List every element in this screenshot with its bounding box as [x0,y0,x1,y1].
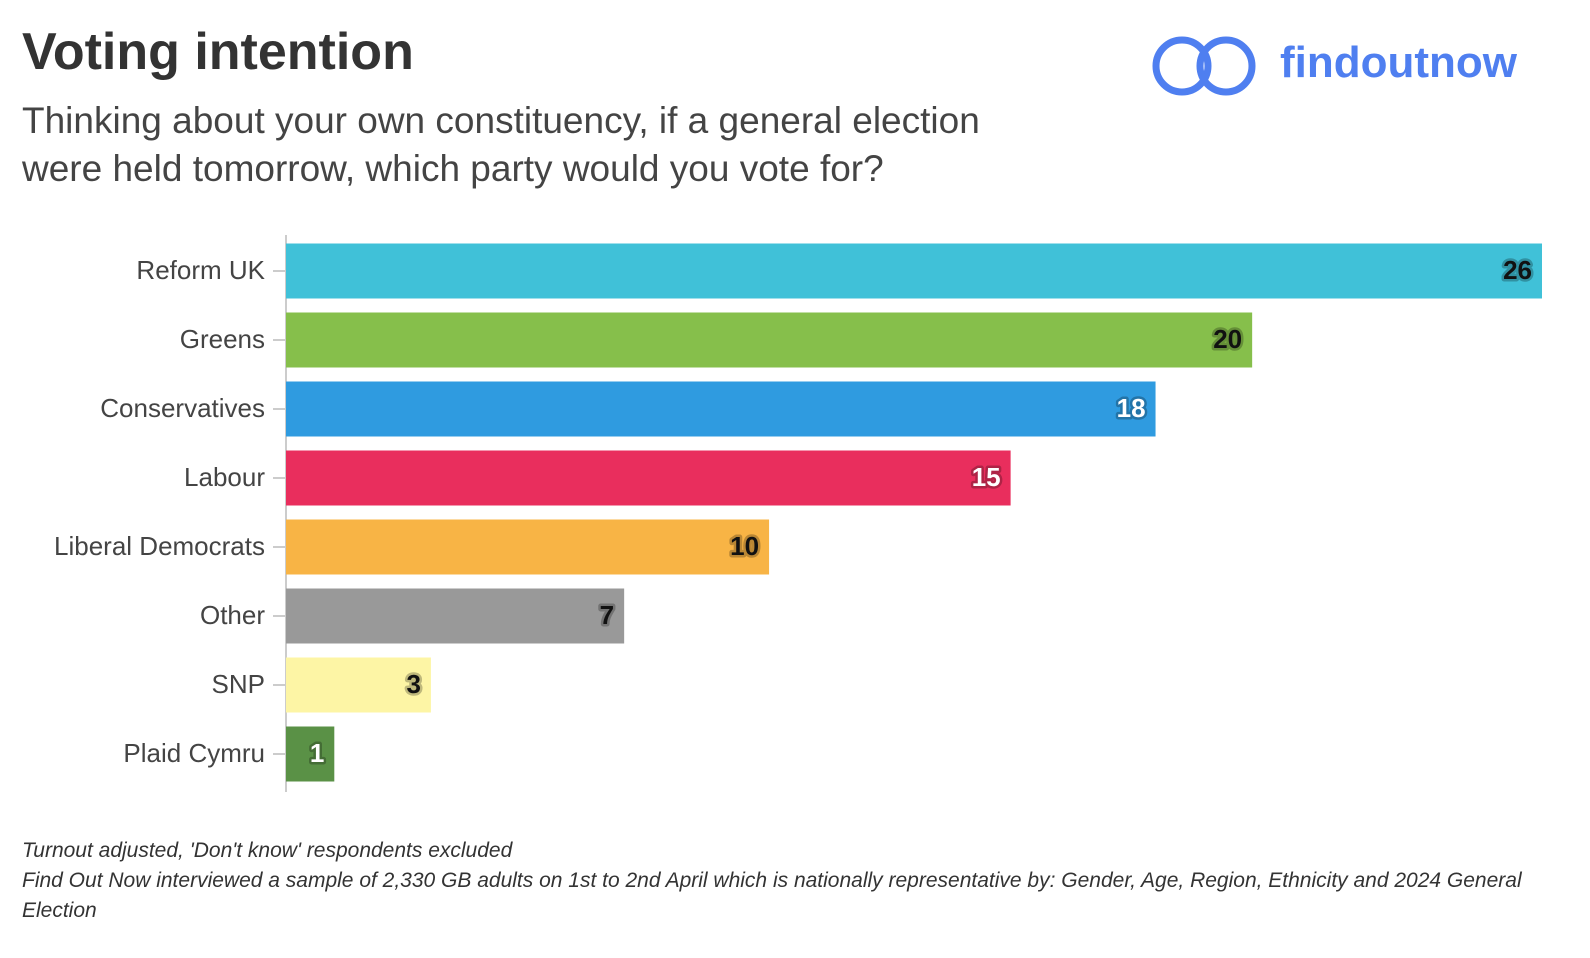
bar [286,450,1011,506]
bar [286,519,770,575]
category-label: Other [200,600,265,630]
subtitle-line: were held tomorrow, which party would yo… [22,148,884,189]
bar [286,381,1156,437]
value-label: 26 [1503,255,1532,285]
value-label: 7 [600,600,614,630]
value-label: 3 [406,669,420,699]
chart-title: Voting intention [22,23,414,81]
category-label: Plaid Cymru [123,738,265,768]
value-label: 18 [1117,393,1146,423]
bar [286,726,335,782]
bar [286,588,625,644]
note: Turnout adjusted, 'Don't know' responden… [22,839,513,862]
logo-icon [1152,36,1256,96]
note: Find Out Now interviewed a sample of 2,3… [22,869,1522,922]
category-label: Liberal Democrats [54,531,265,561]
category-label: Reform UK [136,255,265,285]
value-label: 1 [310,738,324,768]
bar [286,657,431,713]
category-label: Greens [180,324,265,354]
category-label: SNP [212,669,265,699]
bar [286,243,1542,299]
subtitle-line: Thinking about your own constituency, if… [22,100,980,141]
chart: Reform UK 26 Greens 20 Conservatives 18 Labour… [54,235,1542,792]
value-label: 10 [730,531,759,561]
value-label: 15 [972,462,1001,492]
bar [286,312,1253,368]
category-label: Conservatives [100,393,265,423]
notes: Turnout adjusted, 'Don't know' responden… [22,836,1542,926]
logo-text: findoutnow [1280,38,1518,87]
value-label: 20 [1213,324,1242,354]
category-label: Labour [184,462,265,492]
